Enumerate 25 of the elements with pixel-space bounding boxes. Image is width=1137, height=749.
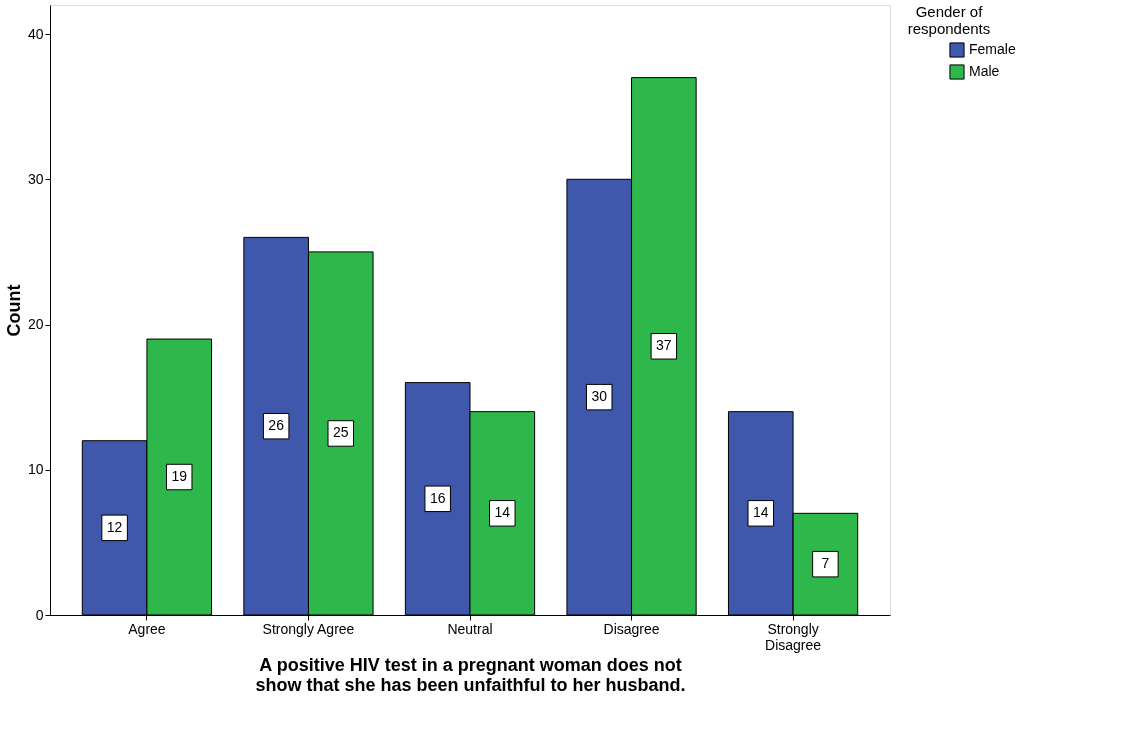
legend-title: Gender of respondents xyxy=(907,3,991,37)
y-tick-label: 30 xyxy=(27,170,44,187)
data-label: 16 xyxy=(429,489,446,506)
x-tick-label: Disagree xyxy=(603,620,660,637)
x-axis-title: A positive HIV test in a pregnant woman does not show that she has been unfaithful to her husband. xyxy=(255,654,686,695)
y-tick-label: 20 xyxy=(27,316,44,333)
data-label: 26 xyxy=(268,417,285,434)
x-tick-label: Agree xyxy=(128,620,166,637)
x-tick-label: Neutral xyxy=(447,620,493,637)
x-tick-label: Strongly Disagree xyxy=(765,620,822,653)
y-tick-label: 10 xyxy=(27,461,44,478)
data-label: 14 xyxy=(752,504,769,521)
y-axis-title: Count xyxy=(3,284,24,337)
y-tick-label: 0 xyxy=(35,606,44,623)
x-tick-label: Strongly Agree xyxy=(262,620,355,637)
data-label: 19 xyxy=(171,468,188,485)
data-label: 12 xyxy=(106,518,123,535)
data-label: 30 xyxy=(591,388,608,405)
data-label: 14 xyxy=(494,504,511,521)
legend-label: Female xyxy=(969,41,1016,57)
legend-label: Male xyxy=(969,63,1000,79)
y-tick-label: 40 xyxy=(27,25,44,42)
data-label: 7 xyxy=(821,555,830,572)
data-label: 37 xyxy=(656,337,672,354)
data-label: 25 xyxy=(332,424,349,441)
